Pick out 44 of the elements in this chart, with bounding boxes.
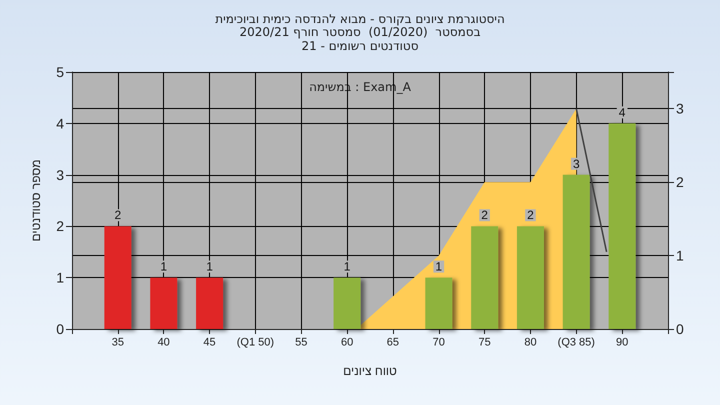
data-label: 1 [344, 260, 351, 274]
x-tick-label: 70 [432, 336, 445, 348]
x-tick-label: 35 [112, 336, 124, 348]
data-label: 2 [114, 208, 122, 222]
y-tick-label: 3 [56, 166, 64, 183]
y-tick-label: 0 [56, 321, 64, 337]
bar [471, 226, 498, 329]
y2-tick-label: 1 [676, 248, 684, 264]
x-axis-title: טווח ציונים [343, 364, 398, 378]
y-tick-label: 4 [56, 115, 64, 132]
x-tick-label: 60 [340, 336, 354, 348]
y-tick-label: 2 [56, 218, 64, 234]
y-tick-label: 5 [56, 64, 64, 80]
bar [334, 278, 361, 329]
bar [150, 278, 178, 329]
y2-tick-label: 0 [676, 321, 684, 337]
x-tick-label: (Q3 85) [558, 336, 595, 348]
x-tick-label: 90 [616, 336, 628, 348]
bar [516, 226, 544, 329]
y-tick-label: 1 [56, 270, 64, 286]
bar [196, 278, 224, 329]
x-tick-label: 75 [478, 336, 491, 348]
x-tick-label: 65 [386, 336, 400, 348]
x-tick-label: 55 [295, 336, 308, 348]
data-label: 1 [435, 260, 442, 274]
chart-title: היסטוגרמת ציונים בקורס - מבוא להנדסה כימית וביוכימית [215, 12, 505, 26]
x-tick-label: (Q1 50) [236, 336, 274, 348]
chart-subtitle: בסמסטר (01/2020) סמסטר חורף 2020/21 סטודנטים רשומים - 21 [239, 25, 481, 53]
x-tick-label: 40 [158, 336, 170, 348]
data-label: 1 [160, 260, 168, 274]
y2-tick-label: 2 [676, 174, 684, 190]
data-label: 3 [572, 156, 580, 171]
bar [104, 226, 132, 329]
data-label: 2 [481, 208, 488, 222]
bar [562, 174, 590, 329]
bar [425, 278, 452, 329]
y2-tick-label: 3 [676, 100, 684, 117]
x-tick-label: 45 [203, 336, 216, 348]
data-label: 2 [527, 208, 534, 222]
x-tick-label: 80 [524, 336, 537, 348]
data-label: 4 [618, 105, 626, 120]
y-axis-title: מספר סטודנטים [29, 159, 43, 242]
data-label: 1 [206, 260, 214, 274]
bar [608, 123, 636, 329]
